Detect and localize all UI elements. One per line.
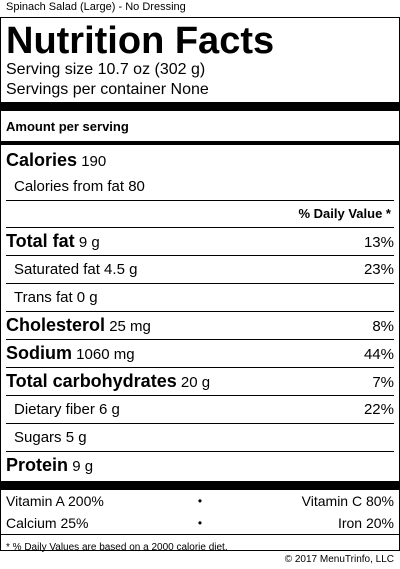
nutrient-label: Saturated fat 4.5 g xyxy=(14,261,138,278)
vitamin-right: Iron 20% xyxy=(337,515,394,531)
nutrient-name: Sodium 1060 mg xyxy=(6,340,135,368)
nutrient-amount: 1060 mg xyxy=(76,346,135,363)
thin-divider xyxy=(6,255,394,256)
nutrient-dv: 7% xyxy=(372,374,394,391)
sodium-row: Sodium 1060 mg 44% xyxy=(6,340,394,367)
nutrient-label: Trans fat 0 g xyxy=(14,289,98,306)
daily-value-header: % Daily Value * xyxy=(298,206,392,221)
thin-divider xyxy=(6,367,394,368)
vitamin-row: Calcium 25% • Iron 20% xyxy=(6,512,394,534)
calories-from-fat-row: Calories from fat 80 xyxy=(6,173,394,200)
nutrient-name: Total carbohydrates 20 g xyxy=(6,368,210,396)
vitamin-right: Vitamin C 80% xyxy=(301,493,394,509)
nutrient-name: Protein 9 g xyxy=(6,452,93,480)
copyright: © 2017 MenuTrinfo, LLC xyxy=(284,554,394,565)
footnote: * % Daily Values are based on a 2000 cal… xyxy=(6,542,228,553)
dietary-fiber-row: Dietary fiber 6 g 22% xyxy=(6,396,394,423)
vitamin-left: Vitamin A 200% xyxy=(6,493,104,509)
calories-text: Calories 190 xyxy=(6,145,106,177)
vitamin-row: Vitamin A 200% • Vitamin C 80% xyxy=(6,490,394,512)
nutrient-name: Total fat 9 g xyxy=(6,228,100,256)
nutrient-dv: 8% xyxy=(372,318,394,335)
thick-divider xyxy=(1,102,399,111)
nutrient-label: Total carbohydrates xyxy=(6,371,177,391)
nutrient-label: Sugars 5 g xyxy=(14,429,87,446)
bullet-icon: • xyxy=(197,516,203,530)
total-carbohydrates-row: Total carbohydrates 20 g 7% xyxy=(6,368,394,395)
thin-divider xyxy=(6,283,394,284)
calories-value: 190 xyxy=(81,153,107,170)
thin-divider xyxy=(1,534,399,535)
nutrient-label: Protein xyxy=(6,455,69,475)
total-fat-row: Total fat 9 g 13% xyxy=(6,228,394,255)
nutrient-dv: 22% xyxy=(363,401,394,418)
vitamin-left: Calcium 25% xyxy=(6,515,89,531)
calories-row: Calories 190 xyxy=(6,145,394,173)
thick-divider xyxy=(1,481,399,490)
nutrition-label: Nutrition Facts Serving size 10.7 oz (30… xyxy=(0,17,400,553)
nutrient-dv: 44% xyxy=(363,346,394,363)
nutrient-label: Cholesterol xyxy=(6,315,106,335)
calories-label: Calories xyxy=(6,150,78,170)
servings-per-container: Servings per container None xyxy=(6,81,209,98)
calories-from-fat: Calories from fat 80 xyxy=(14,178,145,195)
cholesterol-row: Cholesterol 25 mg 8% xyxy=(6,312,394,339)
page-title: Spinach Salad (Large) - No Dressing xyxy=(6,1,186,13)
nutrient-amount: 9 g xyxy=(72,458,94,475)
medium-divider xyxy=(1,141,399,145)
thin-divider xyxy=(6,311,394,312)
thin-divider xyxy=(6,423,394,424)
nutrient-amount: 25 mg xyxy=(109,318,151,335)
nutrient-label: Total fat xyxy=(6,231,75,251)
trans-fat-row: Trans fat 0 g xyxy=(6,284,394,311)
serving-size: Serving size 10.7 oz (302 g) xyxy=(6,61,206,78)
sugars-row: Sugars 5 g xyxy=(6,424,394,451)
nutrient-amount: 9 g xyxy=(78,234,100,251)
thin-divider xyxy=(6,227,394,228)
nutrient-amount: 20 g xyxy=(180,374,211,391)
thin-divider xyxy=(6,395,394,396)
nutrient-dv: 13% xyxy=(363,234,394,251)
nutrient-label: Dietary fiber 6 g xyxy=(14,401,120,418)
protein-row: Protein 9 g xyxy=(6,452,394,479)
label-heading: Nutrition Facts xyxy=(6,20,275,62)
nutrient-dv: 23% xyxy=(363,261,394,278)
saturated-fat-row: Saturated fat 4.5 g 23% xyxy=(6,256,394,283)
amount-per-serving: Amount per serving xyxy=(6,119,129,134)
thin-divider xyxy=(6,200,394,201)
thin-divider xyxy=(6,339,394,340)
bullet-icon: • xyxy=(197,494,203,508)
thin-divider xyxy=(6,451,394,452)
nutrient-label: Sodium xyxy=(6,343,72,363)
nutrient-name: Cholesterol 25 mg xyxy=(6,312,151,340)
